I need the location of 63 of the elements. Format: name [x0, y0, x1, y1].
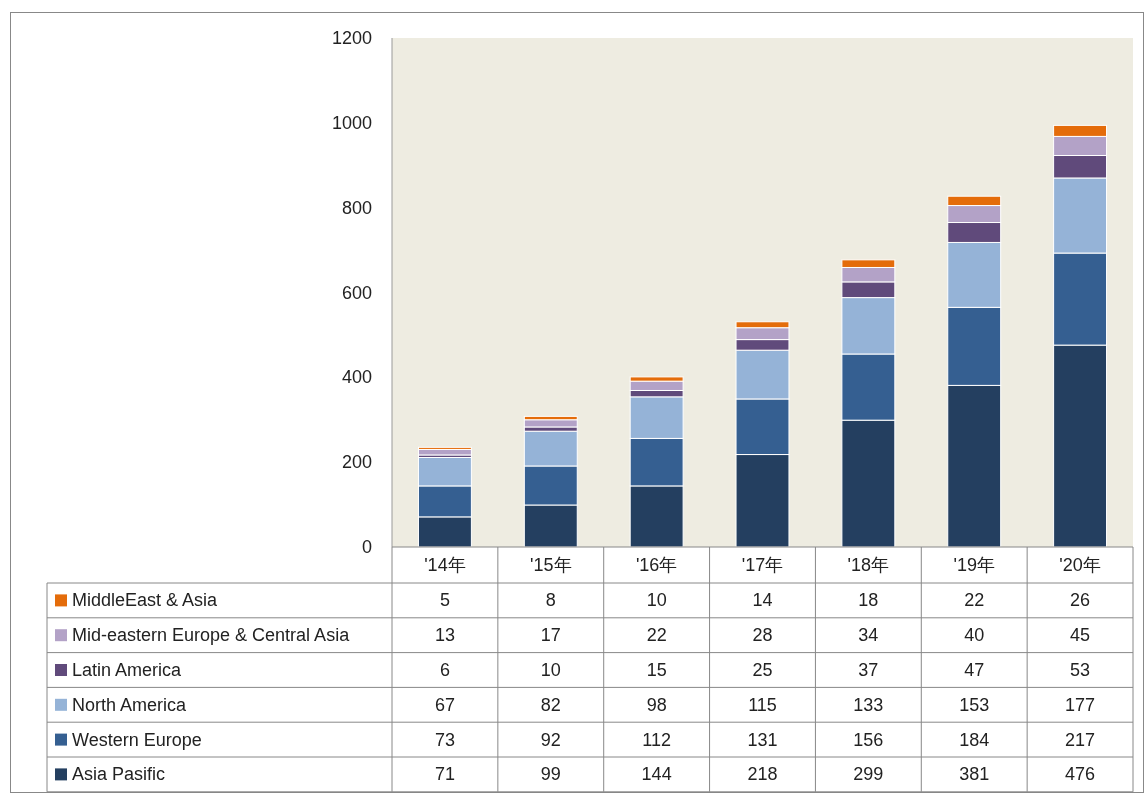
y-tick-label: 1200 [331, 28, 372, 48]
data-label: 14 [752, 590, 773, 611]
x-tick-label: '19年 [953, 555, 995, 575]
x-tick-label: '16年 [635, 555, 678, 575]
data-label: 177 [1065, 694, 1096, 715]
data-label: 217 [1065, 729, 1096, 750]
data-label: 10 [646, 590, 667, 611]
data-label: 476 [1065, 764, 1096, 785]
data-label: 82 [540, 694, 561, 715]
bar [523, 419, 578, 428]
data-label: 156 [853, 729, 884, 750]
data-label: 133 [853, 694, 884, 715]
data-label: 40 [964, 625, 985, 646]
data-label: 73 [434, 729, 455, 750]
data-label: 99 [540, 764, 561, 785]
data-label: 18 [858, 590, 879, 611]
data-label: 34 [858, 625, 879, 646]
data-label: 92 [540, 729, 561, 750]
y-tick-label: 1000 [331, 112, 372, 133]
data-label: 47 [964, 660, 985, 680]
data-label: 131 [747, 729, 778, 750]
data-label: 112 [642, 729, 671, 750]
data-label: 299 [853, 764, 884, 785]
data-label: 381 [959, 764, 990, 785]
data-label: 5 [439, 590, 450, 611]
data-label: 67 [434, 694, 455, 715]
x-tick-label: '20年 [1059, 555, 1101, 575]
data-label: 37 [858, 660, 879, 680]
data-label: 184 [959, 729, 990, 750]
legend-label: Asia Pasific [72, 764, 166, 785]
data-label: 153 [959, 694, 990, 715]
y-tick-label: 400 [341, 367, 372, 388]
x-tick-label: '14年 [424, 555, 466, 575]
data-label: 26 [1070, 590, 1091, 611]
data-label: 10 [540, 660, 561, 680]
y-tick-label: 0 [361, 537, 372, 557]
data-label: 8 [545, 590, 556, 611]
legend-label: Western Europe [72, 729, 202, 750]
legend-label: Mid-eastern Europe & Central Asia [72, 625, 351, 646]
legend-label: MiddleEast & Asia [72, 590, 219, 611]
data-label: 98 [646, 694, 667, 715]
x-tick-label: '17年 [741, 555, 784, 575]
y-tick-label: 800 [341, 197, 372, 218]
data-label: 17 [540, 625, 561, 646]
data-label: 25 [752, 660, 773, 680]
x-tick-label: '18年 [847, 555, 890, 575]
data-label: 45 [1070, 625, 1091, 646]
data-label: 28 [752, 625, 773, 646]
legend-label: Latin America [72, 660, 183, 680]
x-tick-label: '15年 [530, 555, 572, 575]
data-label: 6 [439, 660, 450, 680]
data-label: 22 [964, 590, 985, 611]
data-label: 71 [434, 764, 455, 785]
data-label: 53 [1070, 660, 1091, 680]
legend-label: North America [72, 694, 188, 715]
data-label: 15 [646, 660, 667, 680]
data-label: 22 [646, 625, 667, 646]
data-label: 218 [747, 764, 778, 785]
y-tick-label: 200 [341, 452, 372, 473]
data-label: 115 [748, 694, 777, 715]
y-tick-label: 600 [341, 282, 372, 303]
data-label: 13 [434, 625, 455, 646]
data-label: 144 [641, 764, 672, 785]
